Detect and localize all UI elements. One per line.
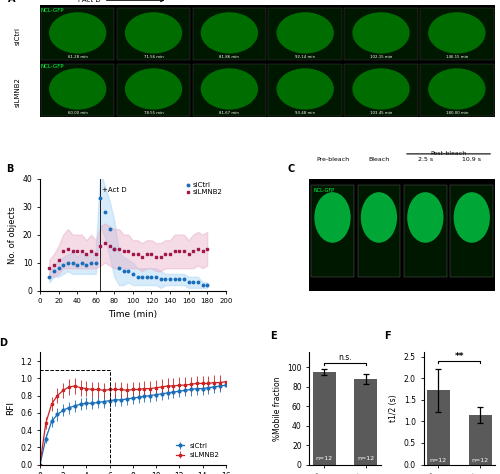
Ellipse shape	[428, 68, 486, 109]
Text: NCL-GFP: NCL-GFP	[313, 188, 334, 192]
Legend: siCtrl, siLMNB2: siCtrl, siLMNB2	[173, 440, 222, 461]
Text: C: C	[287, 164, 294, 174]
Bar	[420, 8, 494, 60]
Text: n.s.: n.s.	[338, 353, 352, 362]
Ellipse shape	[49, 68, 106, 109]
Text: 2.5 s: 2.5 s	[418, 157, 433, 162]
Text: Post-bleach: Post-bleach	[430, 151, 466, 156]
Bar	[192, 64, 266, 116]
Ellipse shape	[200, 12, 258, 54]
Text: n=12: n=12	[472, 458, 489, 463]
Ellipse shape	[361, 192, 397, 243]
Text: NCL-GFP: NCL-GFP	[41, 64, 64, 69]
Ellipse shape	[428, 12, 486, 54]
Ellipse shape	[407, 192, 444, 243]
Text: Bleach: Bleach	[368, 157, 390, 162]
Y-axis label: RFI: RFI	[6, 401, 15, 415]
Bar	[312, 372, 336, 465]
Text: Pre-bleach: Pre-bleach	[316, 157, 349, 162]
Text: 146.15 min: 146.15 min	[446, 55, 468, 59]
Text: 93.48 min: 93.48 min	[295, 110, 315, 115]
Y-axis label: t1/2 (s): t1/2 (s)	[390, 395, 398, 422]
Bar	[41, 8, 115, 60]
Text: A: A	[8, 0, 16, 4]
Text: 71.56 min: 71.56 min	[144, 55, 164, 59]
Bar	[450, 185, 493, 277]
Bar	[268, 8, 342, 60]
Bar	[311, 185, 354, 277]
Ellipse shape	[49, 12, 106, 54]
Bar	[344, 64, 418, 116]
Ellipse shape	[200, 68, 258, 109]
Ellipse shape	[314, 192, 350, 243]
Bar	[404, 185, 446, 277]
Text: **: **	[454, 352, 464, 361]
Text: 78.55 min: 78.55 min	[144, 110, 164, 115]
Ellipse shape	[454, 192, 490, 243]
Text: 10.9 s: 10.9 s	[462, 157, 481, 162]
Text: NCL-GFP: NCL-GFP	[41, 8, 64, 13]
Text: E: E	[270, 331, 276, 341]
Text: 81.67 min: 81.67 min	[220, 110, 240, 115]
Bar	[192, 8, 266, 60]
Text: 180.00 min: 180.00 min	[446, 110, 468, 115]
Legend: siCtrl, siLMNB2: siCtrl, siLMNB2	[184, 182, 222, 195]
Bar	[344, 8, 418, 60]
Ellipse shape	[276, 68, 334, 109]
Text: n=12: n=12	[316, 456, 332, 461]
Text: 60.00 min: 60.00 min	[68, 110, 87, 115]
Bar	[116, 8, 190, 60]
Text: B: B	[6, 164, 14, 174]
Text: +Act D: +Act D	[76, 0, 164, 3]
Bar	[420, 64, 494, 116]
Bar	[468, 415, 492, 465]
Text: D: D	[0, 338, 7, 348]
Text: 102.15 min: 102.15 min	[370, 55, 392, 59]
Bar	[427, 390, 450, 465]
Text: siCtrl: siCtrl	[14, 27, 20, 45]
Bar	[268, 64, 342, 116]
Bar	[358, 185, 401, 277]
Y-axis label: No. of objects: No. of objects	[8, 206, 17, 264]
Text: 103.45 min: 103.45 min	[370, 110, 392, 115]
Ellipse shape	[352, 68, 410, 109]
Text: n=12: n=12	[358, 456, 374, 461]
Text: 61.28 min: 61.28 min	[68, 55, 87, 59]
Text: n=12: n=12	[430, 458, 447, 463]
Text: siLMNB2: siLMNB2	[14, 77, 20, 107]
Bar	[354, 379, 378, 465]
Ellipse shape	[352, 12, 410, 54]
Text: 92.14 min: 92.14 min	[295, 55, 315, 59]
Ellipse shape	[125, 68, 182, 109]
Text: 81.86 min: 81.86 min	[220, 55, 240, 59]
Bar	[41, 64, 115, 116]
Text: +Act D: +Act D	[102, 187, 127, 193]
Ellipse shape	[125, 12, 182, 54]
X-axis label: Time (min): Time (min)	[108, 310, 158, 319]
Text: F: F	[384, 331, 391, 341]
Y-axis label: %Mobile fraction: %Mobile fraction	[272, 376, 281, 441]
Bar	[116, 64, 190, 116]
Ellipse shape	[276, 12, 334, 54]
